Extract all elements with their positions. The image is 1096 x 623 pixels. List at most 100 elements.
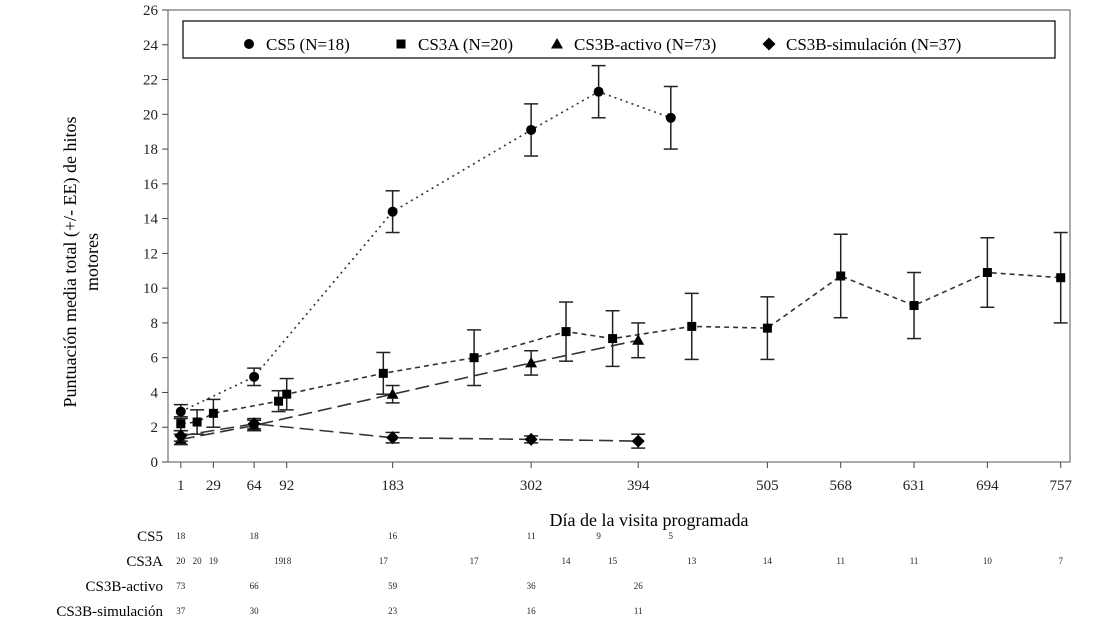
data-point-diamond bbox=[631, 434, 645, 448]
at-risk-count: 20 bbox=[193, 556, 203, 566]
data-point-square bbox=[176, 419, 186, 429]
at-risk-count: 11 bbox=[910, 556, 919, 566]
at-risk-count: 11 bbox=[527, 531, 536, 541]
data-point-square bbox=[909, 301, 919, 311]
data-point-circle bbox=[387, 206, 398, 217]
data-point-square bbox=[561, 327, 571, 337]
y-tick-label: 22 bbox=[143, 73, 158, 89]
data-point-diamond bbox=[524, 432, 538, 446]
x-tick-label: 394 bbox=[627, 478, 650, 494]
data-point-circle bbox=[249, 371, 260, 382]
y-axis-title-line-1: Puntuación media total (+/- EE) de hitos bbox=[60, 116, 81, 407]
at-risk-count: 17 bbox=[470, 556, 480, 566]
y-tick-label: 6 bbox=[151, 351, 159, 367]
y-tick-label: 8 bbox=[151, 316, 159, 332]
data-point-square bbox=[762, 323, 772, 333]
at-risk-count: 9 bbox=[596, 531, 601, 541]
data-point-circle bbox=[175, 406, 186, 417]
legend-marker-diamond bbox=[762, 37, 776, 51]
legend-marker-circle bbox=[244, 39, 254, 49]
at-risk-count: 10 bbox=[983, 556, 993, 566]
y-axis-title-line-2: motores bbox=[82, 233, 102, 291]
y-tick-label: 26 bbox=[143, 3, 159, 19]
data-point-square bbox=[1056, 273, 1066, 283]
data-point-triangle bbox=[386, 388, 399, 399]
at-risk-count: 15 bbox=[608, 556, 618, 566]
y-tick-label: 0 bbox=[151, 455, 159, 471]
data-point-square bbox=[982, 268, 992, 278]
at-risk-count: 23 bbox=[388, 606, 398, 616]
series-triangle bbox=[173, 322, 646, 446]
data-point-square bbox=[378, 368, 388, 378]
at-risk-count: 16 bbox=[388, 531, 398, 541]
legend-label: CS3B-activo (N=73) bbox=[574, 35, 716, 54]
at-risk-count: 59 bbox=[388, 581, 398, 591]
legend-marker-square bbox=[396, 39, 406, 49]
at-risk-row-label: CS3B-simulación bbox=[56, 604, 163, 620]
at-risk-count: 5 bbox=[669, 531, 674, 541]
at-risk-count: 19 bbox=[274, 556, 284, 566]
x-tick-label: 302 bbox=[520, 478, 543, 494]
at-risk-count: 18 bbox=[282, 556, 292, 566]
series-square bbox=[173, 231, 1068, 435]
data-point-square bbox=[836, 271, 846, 281]
y-tick-label: 14 bbox=[143, 212, 159, 228]
y-tick-label: 4 bbox=[151, 385, 159, 401]
x-tick-label: 183 bbox=[381, 478, 404, 494]
y-tick-label: 2 bbox=[151, 420, 159, 436]
x-tick-label: 631 bbox=[903, 478, 926, 494]
data-point-square bbox=[208, 408, 218, 418]
data-point-square bbox=[608, 334, 618, 344]
series-circle bbox=[173, 64, 678, 420]
y-axis-title: Puntuación media total (+/- EE) de hitos… bbox=[60, 116, 102, 407]
series-diamond bbox=[173, 417, 646, 449]
x-tick-label: 29 bbox=[206, 478, 221, 494]
at-risk-count: 37 bbox=[176, 606, 186, 616]
data-point-circle bbox=[526, 124, 537, 135]
at-risk-count: 16 bbox=[527, 606, 537, 616]
legend-marker-triangle bbox=[551, 38, 563, 49]
x-axis-title: Día de la visita programada bbox=[550, 510, 749, 530]
x-tick-label: 505 bbox=[756, 478, 779, 494]
at-risk-count: 26 bbox=[634, 581, 644, 591]
data-point-circle bbox=[665, 112, 676, 123]
at-risk-count: 17 bbox=[379, 556, 389, 566]
data-point-circle bbox=[593, 86, 604, 97]
x-tick-label: 92 bbox=[279, 478, 294, 494]
y-tick-label: 16 bbox=[143, 177, 159, 193]
at-risk-count: 19 bbox=[209, 556, 219, 566]
data-point-diamond bbox=[247, 417, 261, 431]
y-tick-label: 24 bbox=[143, 38, 159, 54]
series-line bbox=[180, 271, 1061, 425]
x-tick-label: 694 bbox=[976, 478, 999, 494]
series-line bbox=[180, 339, 639, 441]
at-risk-count: 18 bbox=[176, 531, 186, 541]
series-line bbox=[180, 90, 672, 413]
at-risk-count: 66 bbox=[250, 581, 260, 591]
legend-box bbox=[182, 20, 1056, 59]
y-tick-label: 10 bbox=[143, 281, 158, 297]
at-risk-row-label: CS3A bbox=[126, 554, 163, 570]
legend-label: CS3A (N=20) bbox=[418, 35, 513, 54]
data-point-square bbox=[274, 396, 284, 406]
y-tick-label: 18 bbox=[143, 142, 158, 158]
data-point-triangle bbox=[632, 334, 645, 345]
y-tick-label: 20 bbox=[143, 107, 158, 123]
legend-label: CS3B-simulación (N=37) bbox=[786, 35, 961, 54]
data-point-square bbox=[469, 353, 479, 363]
data-point-triangle bbox=[525, 356, 538, 368]
data-point-square bbox=[687, 321, 697, 331]
data-point-square bbox=[282, 389, 292, 399]
at-risk-count: 13 bbox=[687, 556, 697, 566]
at-risk-count: 36 bbox=[527, 581, 537, 591]
x-tick-label: 757 bbox=[1049, 478, 1072, 494]
data-point-diamond bbox=[386, 431, 400, 445]
x-tick-label: 64 bbox=[247, 478, 263, 494]
x-tick-label: 568 bbox=[829, 478, 852, 494]
y-tick-label: 12 bbox=[143, 246, 158, 262]
at-risk-count: 18 bbox=[250, 531, 260, 541]
at-risk-count: 7 bbox=[1058, 556, 1063, 566]
at-risk-count: 14 bbox=[763, 556, 773, 566]
at-risk-row-label: CS5 bbox=[137, 529, 163, 545]
